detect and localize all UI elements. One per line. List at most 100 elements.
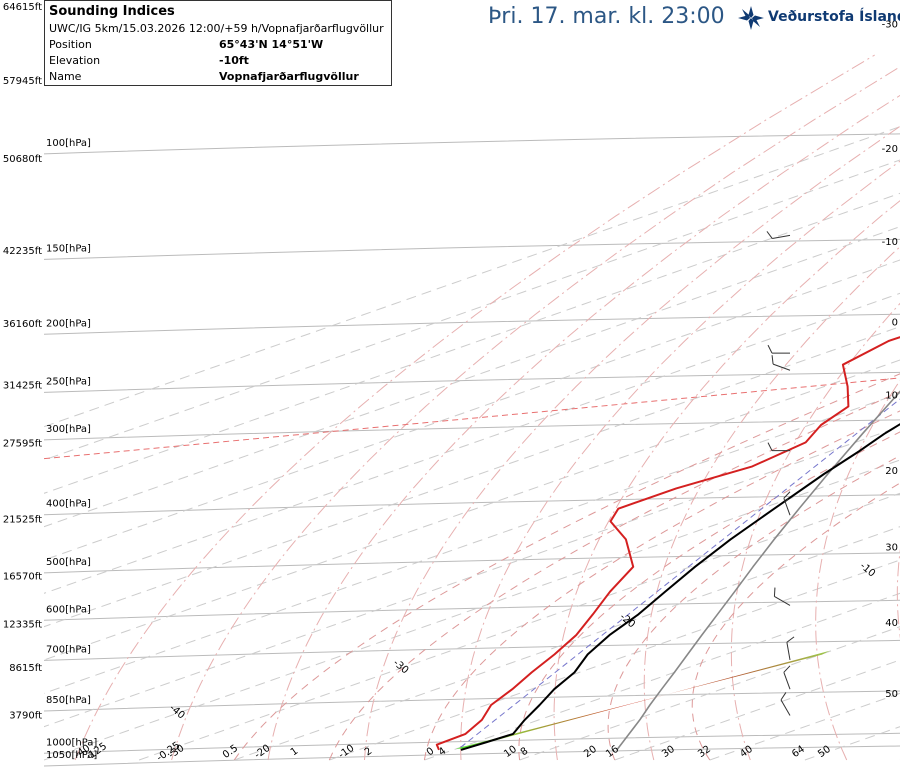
dry-adiabat-line [730, 302, 900, 761]
isobar-line [44, 133, 900, 155]
dry-adiabat-line [364, 125, 900, 761]
info-value: Vopnafjarðarflugvöllur [219, 70, 359, 83]
moist-adiabat-line [233, 373, 900, 761]
bottom-axis-label: -20 [253, 743, 273, 761]
wind-barb-staff [772, 234, 791, 240]
dry-adiabat-line [267, 94, 900, 761]
right-axis-label: 20 [885, 466, 898, 477]
wind-barb-flag [783, 665, 791, 673]
pressure-label: 500[hPa] [46, 557, 91, 568]
dry-adiabat-line [553, 200, 900, 761]
isotherm-label: -10 [858, 561, 878, 580]
isotherm-line [234, 526, 900, 761]
bottom-axis-label: 16 [604, 744, 621, 760]
altitude-label: 42235ft [3, 246, 42, 257]
info-key: Position [49, 38, 92, 51]
dry-adiabat-line [171, 66, 900, 761]
pressure-label: 1050[hPa] [46, 750, 97, 761]
bottom-axis-label: 8 [519, 746, 531, 759]
altitude-label: 31425ft [3, 380, 42, 391]
isobar-line [44, 732, 900, 754]
bottom-axis-label: 0 [425, 746, 437, 759]
right-axis-label: 30 [885, 542, 898, 553]
wind-barb-half-flag [784, 498, 789, 503]
wind-barb-staff [783, 672, 791, 690]
dewpoint-profile-line [435, 336, 900, 751]
pressure-label: 400[hPa] [46, 499, 91, 510]
temperature-profile-line [460, 423, 900, 751]
wind-barb-staff [774, 596, 791, 606]
brand-name: Veðurstofa Íslands [768, 9, 900, 25]
bottom-axis-label: 1 [289, 746, 301, 759]
info-value: -10ft [219, 54, 249, 67]
isotherm-line [44, 126, 900, 428]
pressure-label: 600[hPa] [46, 604, 91, 615]
info-title: Sounding Indices [49, 4, 175, 19]
bottom-axis-label: 20 [582, 744, 599, 760]
dry-adiabat-line [896, 548, 900, 639]
isobar-line [44, 552, 900, 574]
moist-adiabat-line [423, 410, 900, 761]
wind-barb [783, 491, 791, 516]
altitude-label: 64615ft [3, 2, 42, 13]
info-key: Elevation [49, 54, 101, 67]
altitude-label: 12335ft [3, 620, 42, 631]
wind-barb-flag [767, 344, 773, 354]
info-key: Name [49, 70, 82, 83]
freezing-level-line [44, 377, 900, 460]
bottom-axis-label: 64 [790, 744, 807, 760]
isotherm-line [44, 159, 900, 461]
wind-barb [780, 692, 791, 716]
dry-adiabat-line [74, 54, 875, 761]
pressure-label: 300[hPa] [46, 424, 91, 435]
wind-barb-flag [786, 636, 795, 643]
brand-logo-icon [738, 6, 764, 30]
dry-adiabat-line [460, 160, 900, 761]
dry-adiabat-line [815, 379, 900, 761]
wind-barb-flag [780, 692, 787, 701]
wind-barb-staff [783, 498, 791, 516]
parcel-profile-line [616, 390, 900, 751]
right-axis-label: -20 [882, 144, 898, 155]
isotherm-line [44, 292, 900, 594]
isotherm-line [44, 192, 900, 494]
isobar-line [44, 419, 900, 441]
isotherm-label: -40 [167, 703, 187, 722]
axis-label-layer: 1050[hPa] 1000[hPa] 850[hPa] 700[hPa] 600[hP… [3, 2, 898, 764]
info-subtitle: UWC/IG 5km/15.03.2026 12:00/+59 h/Vopnaf… [49, 22, 384, 35]
wind-barb-flag [767, 442, 773, 451]
isotherm-line [614, 659, 900, 761]
bottom-axis-label: 50 [816, 744, 833, 760]
pressure-label: 700[hPa] [46, 644, 91, 655]
altitude-label: 21525ft [3, 514, 42, 525]
pressure-label: 100[hPa] [46, 138, 91, 149]
info-value: 65°43'N 14°51'W [219, 38, 324, 51]
isobar-line [44, 313, 900, 335]
isobar-line [44, 371, 900, 393]
isotherm-label: -30 [391, 658, 411, 677]
altitude-label: 27595ft [3, 438, 42, 449]
isobar-line [44, 745, 900, 767]
pressure-label: 200[hPa] [46, 318, 91, 329]
altitude-label: 3790ft [9, 711, 42, 722]
wind-barb-staff [772, 363, 791, 371]
isotherm-line [424, 592, 900, 761]
wind-barb-flag [771, 355, 774, 365]
right-axis-label: -30 [882, 19, 898, 30]
isotherm-line [44, 226, 900, 528]
moist-adiabat-line [328, 391, 900, 761]
bottom-axis-label: -10 [337, 743, 357, 761]
wind-barb [766, 231, 791, 240]
bottom-axis-label: 4 [437, 746, 449, 759]
mixing-ratio-line [460, 398, 900, 748]
wind-barb [783, 665, 791, 690]
isotherm-line [44, 326, 900, 628]
wind-barb [786, 636, 795, 661]
right-axis-label: -10 [882, 237, 898, 248]
wind-barb-flag [773, 587, 776, 597]
bottom-axis-label: 30 [660, 744, 677, 760]
bottom-axis-label: 10 [502, 744, 519, 760]
pressure-label: 150[hPa] [46, 243, 91, 254]
isobar-line [44, 639, 900, 661]
